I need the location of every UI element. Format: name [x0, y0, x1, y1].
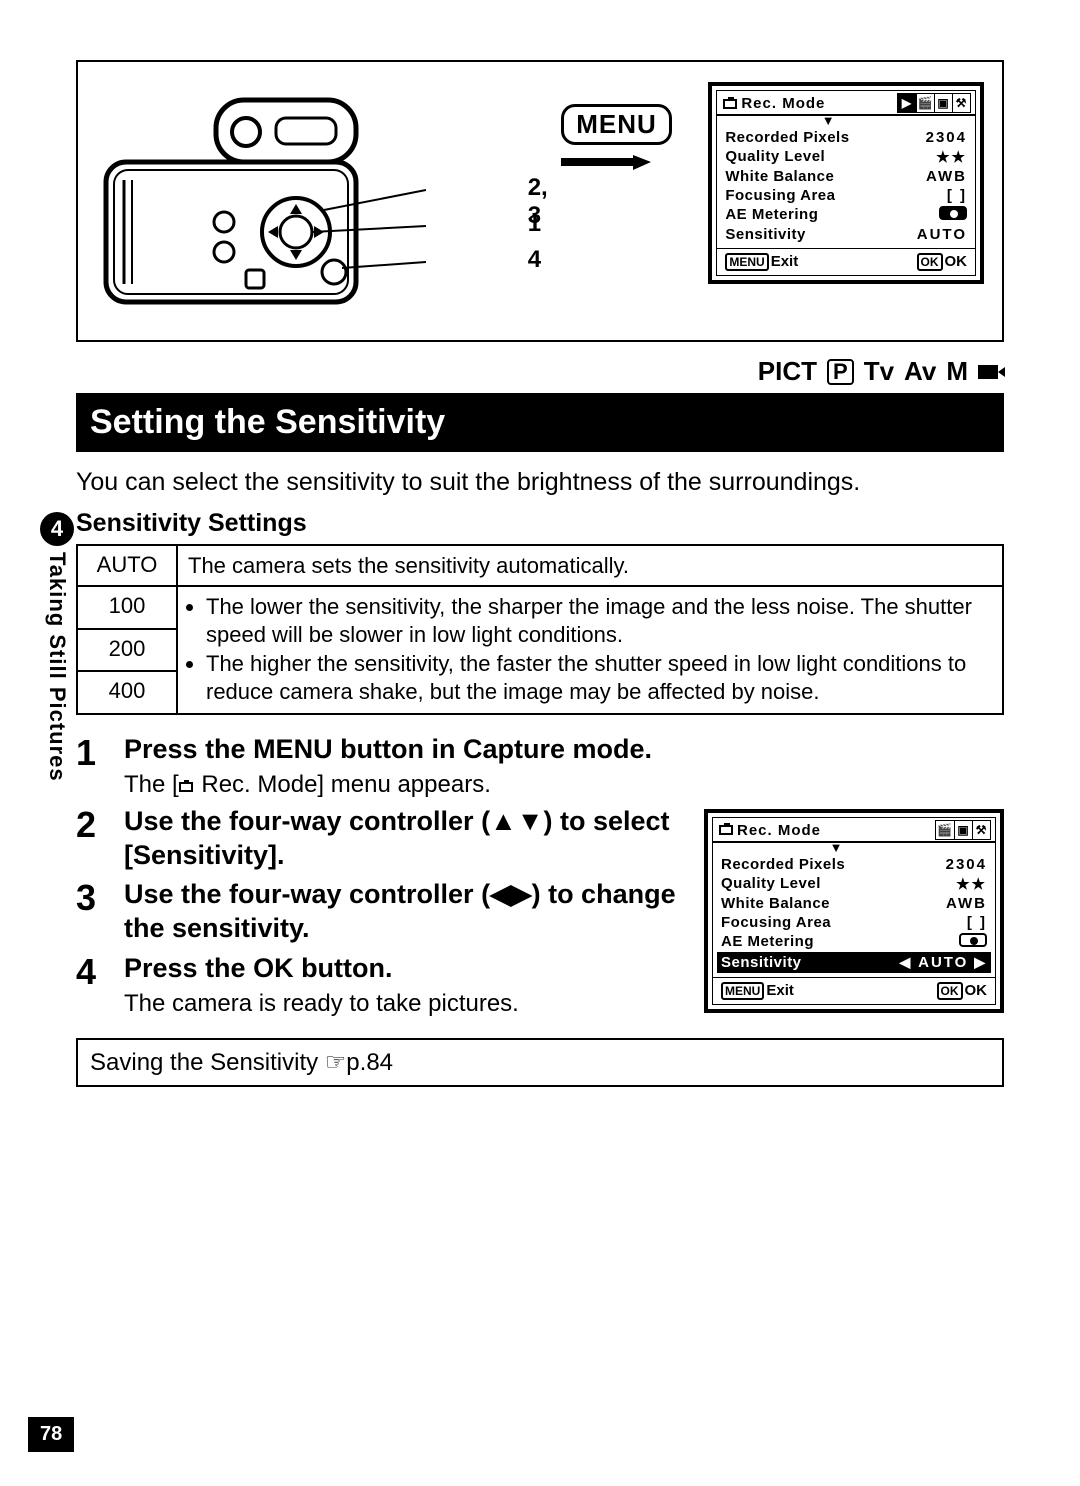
setting-auto-desc: The camera sets the sensitivity automati… [177, 545, 1003, 587]
camera-icon [723, 99, 737, 109]
setting-400-key: 400 [77, 671, 177, 714]
ok-key-icon: OK [917, 253, 943, 271]
lcd2-row3-label: Focusing Area [721, 914, 831, 931]
lcd1-row2-label: White Balance [725, 168, 834, 185]
lcd-panel-1: Rec. Mode ▶ 🎬 ▣ ⚒ ▼ Recorded Pixels2304 … [708, 82, 984, 320]
chapter-number: 4 [40, 512, 74, 546]
lcd1-tabs: ▶ 🎬 ▣ ⚒ [897, 93, 971, 113]
scroll-down-icon: ▼ [713, 843, 995, 853]
callout-labels: 2, 3 1 4 [424, 82, 548, 320]
lcd2-row0-label: Recorded Pixels [721, 856, 845, 873]
camera-icon [719, 825, 733, 835]
lcd2-footer-right: OKOK [937, 982, 988, 1000]
arrow-icon [561, 155, 651, 170]
setting-200-key: 200 [77, 629, 177, 672]
lcd1-row3-label: Focusing Area [725, 187, 835, 204]
lcd2-row0-value: 2304 [946, 856, 987, 873]
step-2-title: Use the four-way controller (▲▼) to sele… [124, 805, 684, 873]
intro-text: You can select the sensitivity to suit t… [76, 466, 1004, 499]
lcd2-row1-value: ★★ [956, 875, 987, 893]
section-heading: Setting the Sensitivity [76, 393, 1004, 452]
lcd1-row5-value: AUTO [917, 226, 967, 243]
lcd1-footer-left: MENUExit [725, 253, 798, 271]
callout-1: 1 [528, 210, 541, 238]
step-4-num: 4 [76, 952, 106, 1018]
lcd2-row2-label: White Balance [721, 895, 830, 912]
menu-key-icon: MENU [721, 982, 764, 1000]
lcd2-title: Rec. Mode [737, 822, 821, 839]
lcd2-row2-value: AWB [946, 895, 987, 912]
lcd2-row3-value: [ ] [967, 914, 987, 931]
mode-m: M [946, 356, 968, 387]
setup-tab-icon: ⚒ [952, 94, 970, 112]
lcd1-row3-value: [ ] [947, 187, 967, 204]
mode-line: PICT P Tv Av M [76, 356, 998, 387]
menu-button-area: MENU [561, 82, 694, 320]
bullet-2: The higher the sensitivity, the faster t… [206, 650, 992, 705]
callout-4: 4 [528, 246, 541, 274]
setting-auto-key: AUTO [77, 545, 177, 587]
playback-tab-icon: ▣ [954, 821, 972, 839]
lcd1-row0-value: 2304 [926, 129, 967, 146]
lcd1-row5-label: Sensitivity [725, 226, 806, 243]
setup-tab-icon: ⚒ [972, 821, 990, 839]
mode-pict: PICT [758, 356, 817, 387]
lcd2-sel-label: Sensitivity [721, 954, 802, 971]
movie-tab-icon: 🎬 [936, 821, 954, 839]
camera-illustration-area [96, 82, 410, 320]
play-tab-icon: ▶ [898, 94, 916, 112]
movie-tab-icon: 🎬 [916, 94, 934, 112]
camera-small-icon [179, 782, 193, 792]
lcd1-row0-label: Recorded Pixels [725, 129, 849, 146]
lcd2-footer-left: MENUExit [721, 982, 794, 1000]
settings-subhead: Sensitivity Settings [76, 509, 1004, 538]
mode-p: P [827, 359, 854, 385]
lcd1-title: Rec. Mode [741, 95, 825, 112]
scroll-down-icon: ▼ [717, 116, 975, 126]
mode-av: Av [904, 356, 936, 387]
lcd2-header: Rec. Mode 🎬 ▣ ⚒ [713, 818, 995, 843]
top-diagram-frame: 2, 3 1 4 MENU Rec. Mode ▶ [76, 60, 1004, 342]
bullet-1: The lower the sensitivity, the sharper t… [206, 593, 992, 648]
camera-illustration [96, 82, 426, 322]
page-number: 78 [28, 1417, 74, 1452]
step-4-title: Press the OK button. [124, 952, 684, 986]
menu-key-icon: MENU [725, 253, 768, 271]
ae-metering-icon [939, 206, 967, 220]
setting-100-key: 100 [77, 586, 177, 629]
step-3-num: 3 [76, 878, 106, 946]
lcd-panel-2: Rec. Mode 🎬 ▣ ⚒ ▼ Recorded Pixels 2304 Qu… [704, 809, 1004, 1013]
step-3-title: Use the four-way controller (◀▶) to chan… [124, 878, 684, 946]
lcd1-row1-value: ★★ [936, 148, 967, 166]
lcd2-sel-value: ◀ AUTO ▶ [899, 954, 987, 971]
ok-key-icon: OK [937, 982, 963, 1000]
ae-metering-icon [959, 933, 987, 947]
lcd1-row4-label: AE Metering [725, 206, 818, 224]
step-2-num: 2 [76, 805, 106, 873]
chapter-title: Taking Still Pictures [44, 552, 70, 782]
step-1-sub: The [ Rec. Mode] menu appears. [124, 771, 1004, 799]
lcd1-row2-value: AWB [926, 168, 967, 185]
lcd2-tabs: 🎬 ▣ ⚒ [935, 820, 991, 840]
step-1-num: 1 [76, 733, 106, 799]
lcd2-row4-value [959, 933, 987, 951]
lcd1-row1-label: Quality Level [725, 148, 825, 166]
lcd1-row4-value [939, 206, 967, 224]
setting-iso-desc: The lower the sensitivity, the sharper t… [177, 586, 1003, 714]
lcd1-footer-right: OKOK [917, 253, 968, 271]
chapter-tab: 4 Taking Still Pictures [40, 512, 74, 782]
sensitivity-table: AUTO The camera sets the sensitivity aut… [76, 544, 1004, 716]
mode-movie-icon [978, 365, 998, 379]
reference-box: Saving the Sensitivity ☞p.84 [76, 1038, 1004, 1087]
playback-tab-icon: ▣ [934, 94, 952, 112]
lcd1-header: Rec. Mode ▶ 🎬 ▣ ⚒ [717, 91, 975, 116]
menu-button-label: MENU [561, 104, 672, 145]
steps: 1 Press the MENU button in Capture mode.… [76, 733, 1004, 1087]
step-4-sub: The camera is ready to take pictures. [124, 990, 684, 1018]
lcd2-selected-row: Sensitivity ◀ AUTO ▶ [717, 952, 991, 973]
mode-tv: Tv [864, 356, 894, 387]
lcd2-row1-label: Quality Level [721, 875, 821, 893]
step-1-title: Press the MENU button in Capture mode. [124, 733, 1004, 767]
lcd2-row4-label: AE Metering [721, 933, 814, 951]
